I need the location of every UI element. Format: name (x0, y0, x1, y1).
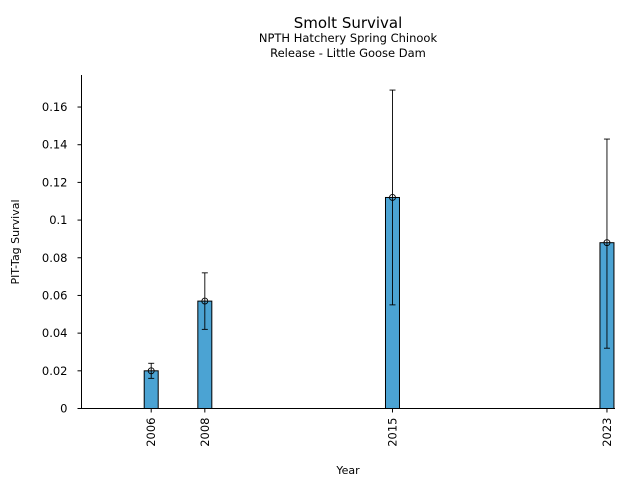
point-marker-2008 (201, 297, 209, 305)
y-tick-label-6: 0.12 (42, 175, 68, 189)
point-marker-2023 (603, 239, 611, 247)
plot-area (143, 89, 615, 409)
point-marker-2015 (389, 194, 396, 201)
point-marker-2006 (147, 367, 155, 375)
y-tick-label-3: 0.06 (42, 288, 68, 302)
y-tick-label-0: 0 (60, 402, 67, 416)
x-tick-label-2006: 2006 (144, 418, 158, 447)
chart-subtitle-line-2: Release - Little Goose Dam (270, 46, 426, 60)
y-tick-label-7: 0.14 (42, 138, 68, 152)
x-axis-label: Year (335, 464, 360, 477)
y-tick-label-2: 0.04 (42, 326, 68, 340)
y-axis-label: PIT-Tag Survival (9, 199, 22, 284)
y-tick-label-5: 0.1 (49, 213, 67, 227)
x-tick-label-2023: 2023 (600, 418, 614, 447)
chart-title: Smolt Survival (294, 14, 403, 32)
x-tick-label-2015: 2015 (385, 418, 399, 447)
y-tick-label-8: 0.16 (42, 100, 68, 114)
chart-subtitle-line-1: NPTH Hatchery Spring Chinook (259, 31, 438, 45)
y-tick-label-1: 0.02 (42, 364, 68, 378)
y-tick-label-4: 0.08 (42, 251, 68, 265)
x-tick-label-2008: 2008 (198, 418, 212, 447)
